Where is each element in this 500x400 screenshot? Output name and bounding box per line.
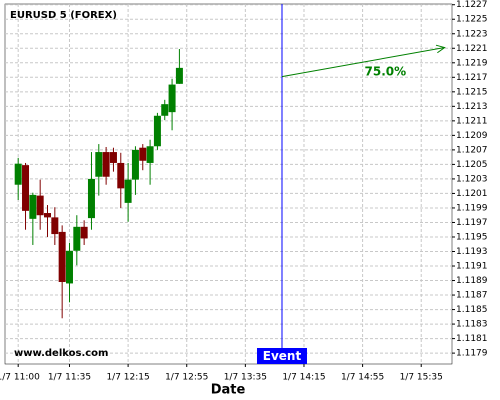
candle-body (153, 115, 161, 147)
candle-body (65, 250, 73, 284)
candle-body (73, 226, 81, 251)
y-tick-label: 1.1199 (456, 203, 488, 213)
watermark: www.delkos.com (14, 348, 108, 359)
candle-body (131, 149, 139, 180)
candle-body (175, 67, 183, 84)
y-tick-label: 1.1195 (456, 232, 488, 242)
y-tick-label: 1.1179 (456, 349, 488, 359)
y-tick-label: 1.1181 (456, 334, 488, 344)
y-tick-label: 1.1215 (456, 87, 488, 97)
x-tick-label: 1/7 12:15 (106, 373, 149, 383)
x-tick-label: 1/7 13:35 (224, 373, 267, 383)
y-tick-label: 1.1213 (456, 102, 488, 112)
candle-body (51, 217, 59, 235)
x-tick-label: 1/7 14:55 (341, 373, 384, 383)
y-tick-label: 1.1191 (456, 262, 488, 272)
y-tick-label: 1.1211 (456, 116, 488, 126)
y-tick-label: 1.1217 (456, 73, 488, 83)
candle-body (161, 104, 169, 116)
x-tick-label: 1/7 12:55 (165, 373, 208, 383)
candle-body (44, 213, 52, 218)
plot-area (4, 3, 453, 365)
candle-body (124, 179, 132, 203)
y-tick-label: 1.1209 (456, 131, 488, 141)
y-tick-label: 1.1189 (456, 276, 488, 286)
y-tick-label: 1.1197 (456, 218, 488, 228)
candle-body (80, 226, 88, 239)
x-tick-label: 1/7 11:00 (0, 373, 40, 383)
y-tick-label: 1.1205 (456, 160, 488, 170)
candle-body (109, 152, 117, 163)
x-tick-label: 1/7 15:35 (400, 373, 443, 383)
arrow-label: 75.0% (365, 65, 407, 79)
chart-title: EURUSD 5 (FOREX) (10, 10, 117, 21)
y-tick-label: 1.1227 (456, 0, 488, 10)
y-tick-label: 1.1207 (456, 145, 488, 155)
y-tick-label: 1.1219 (456, 58, 488, 68)
y-tick-label: 1.1223 (456, 29, 488, 39)
y-tick-label: 1.1221 (456, 44, 488, 54)
candle-body (58, 231, 66, 282)
x-tick-label: 1/7 14:15 (282, 373, 325, 383)
event-label: Event (263, 349, 302, 363)
marks (14, 49, 183, 319)
y-tick-label: 1.1225 (456, 15, 488, 25)
candle-body (14, 163, 22, 185)
candle-body (36, 195, 44, 216)
candle-body (117, 162, 125, 189)
candle-body (22, 165, 30, 211)
y-tick-label: 1.1193 (456, 247, 488, 257)
arrow-line (281, 47, 445, 78)
candle-body (87, 178, 95, 219)
y-tick-label: 1.1187 (456, 291, 488, 301)
candle-body (146, 146, 154, 163)
x-axis-label: Date (211, 383, 246, 398)
x-tick-label: 1/7 11:35 (48, 373, 91, 383)
y-tick-label: 1.1183 (456, 320, 488, 330)
candle-body (29, 194, 37, 219)
y-tick-label: 1.1201 (456, 189, 488, 199)
y-tick-label: 1.1203 (456, 174, 488, 184)
arrow-head (435, 44, 446, 54)
event-label-box (256, 348, 307, 364)
y-tick-label: 1.1185 (456, 305, 488, 315)
candle-body (168, 84, 176, 113)
candle-body (95, 152, 103, 177)
grid (5, 4, 452, 364)
candle-body (102, 152, 110, 177)
candle-body (139, 147, 147, 161)
